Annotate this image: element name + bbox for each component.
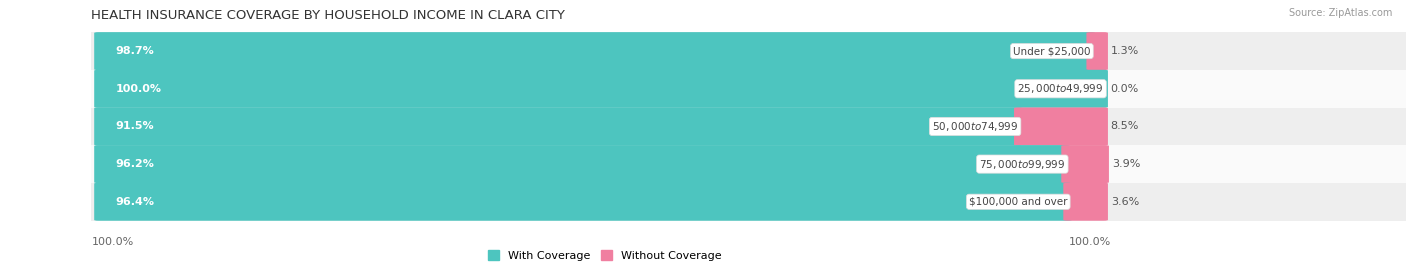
Text: Under $25,000: Under $25,000 bbox=[1014, 46, 1091, 56]
Text: 91.5%: 91.5% bbox=[115, 121, 153, 132]
Legend: With Coverage, Without Coverage: With Coverage, Without Coverage bbox=[488, 250, 721, 261]
Text: 3.6%: 3.6% bbox=[1111, 197, 1139, 207]
Text: $100,000 and over: $100,000 and over bbox=[969, 197, 1067, 207]
Text: 3.9%: 3.9% bbox=[1112, 159, 1140, 169]
Text: HEALTH INSURANCE COVERAGE BY HOUSEHOLD INCOME IN CLARA CITY: HEALTH INSURANCE COVERAGE BY HOUSEHOLD I… bbox=[91, 9, 565, 22]
Text: 100.0%: 100.0% bbox=[91, 238, 134, 247]
Text: $25,000 to $49,999: $25,000 to $49,999 bbox=[1018, 82, 1104, 95]
Text: Source: ZipAtlas.com: Source: ZipAtlas.com bbox=[1288, 8, 1392, 18]
Text: 100.0%: 100.0% bbox=[1069, 238, 1111, 247]
Text: 96.2%: 96.2% bbox=[115, 159, 155, 169]
Text: 0.0%: 0.0% bbox=[1111, 84, 1139, 94]
Text: $75,000 to $99,999: $75,000 to $99,999 bbox=[979, 158, 1066, 171]
Text: 1.3%: 1.3% bbox=[1111, 46, 1139, 56]
Text: 8.5%: 8.5% bbox=[1111, 121, 1139, 132]
Text: $50,000 to $74,999: $50,000 to $74,999 bbox=[932, 120, 1018, 133]
Text: 100.0%: 100.0% bbox=[115, 84, 162, 94]
Text: 96.4%: 96.4% bbox=[115, 197, 155, 207]
Text: 98.7%: 98.7% bbox=[115, 46, 155, 56]
